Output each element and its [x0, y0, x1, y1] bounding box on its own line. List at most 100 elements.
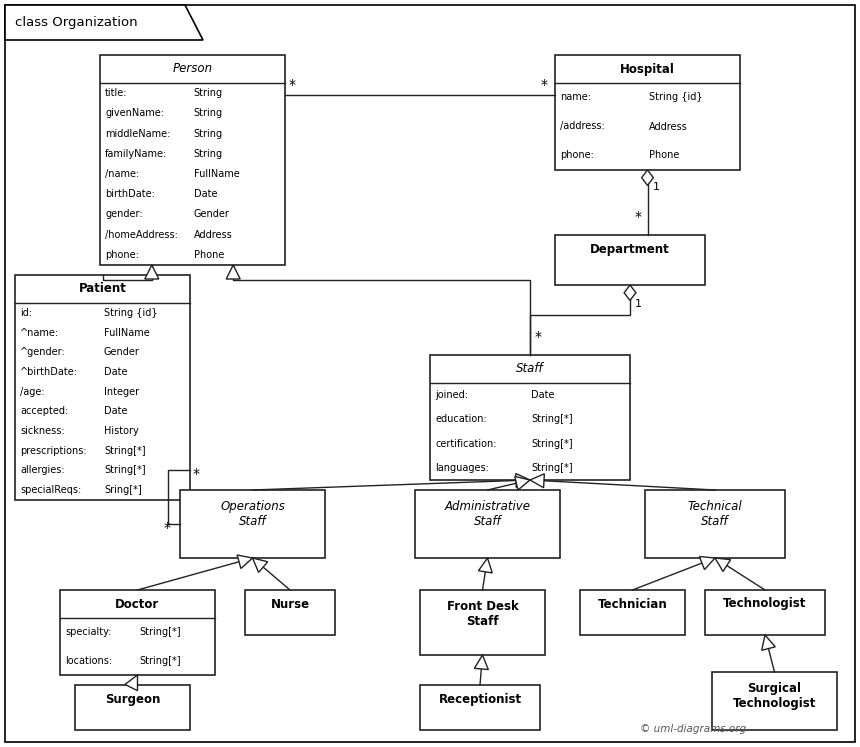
Text: Doctor: Doctor [115, 598, 160, 610]
Bar [712, 672, 837, 730]
Text: Administrative
Staff: Administrative Staff [445, 500, 531, 528]
Text: Nurse: Nurse [270, 598, 310, 610]
Text: accepted:: accepted: [20, 406, 68, 416]
Text: name:: name: [560, 93, 591, 102]
Text: languages:: languages: [435, 463, 488, 473]
Polygon shape [253, 558, 267, 572]
Bar [705, 590, 825, 635]
Text: FullName: FullName [104, 327, 150, 338]
Text: Technical
Staff: Technical Staff [688, 500, 742, 528]
Polygon shape [144, 265, 159, 279]
Text: Date: Date [104, 367, 127, 377]
Text: /name:: /name: [105, 169, 139, 179]
Text: specialReqs:: specialReqs: [20, 485, 81, 495]
Text: *: * [541, 78, 548, 92]
Text: FullName: FullName [194, 169, 240, 179]
Bar [60, 590, 215, 675]
Text: Phone: Phone [194, 250, 224, 260]
Text: *: * [535, 330, 542, 344]
Text: Receptionist: Receptionist [439, 692, 521, 705]
Text: Technician: Technician [598, 598, 667, 610]
Polygon shape [624, 285, 636, 300]
Text: String: String [194, 149, 223, 159]
Text: String[*]: String[*] [531, 438, 573, 449]
Bar [245, 590, 335, 635]
Text: *: * [635, 210, 642, 224]
Bar [100, 55, 285, 265]
Text: allergies:: allergies: [20, 465, 64, 475]
Polygon shape [226, 265, 240, 279]
Text: String[*]: String[*] [104, 446, 145, 456]
Text: id:: id: [20, 308, 32, 318]
Text: Sring[*]: Sring[*] [104, 485, 142, 495]
Bar [555, 235, 705, 285]
Text: phone:: phone: [560, 150, 594, 161]
Text: Date: Date [194, 189, 218, 199]
Text: Address: Address [194, 229, 232, 240]
Text: Surgeon: Surgeon [105, 692, 160, 705]
Bar [180, 490, 325, 558]
Bar [420, 685, 540, 730]
Text: Date: Date [531, 390, 555, 400]
Text: *: * [164, 521, 171, 535]
Polygon shape [516, 474, 530, 488]
Text: prescriptions:: prescriptions: [20, 446, 87, 456]
Polygon shape [237, 555, 253, 568]
Bar [430, 355, 630, 480]
Polygon shape [715, 558, 730, 571]
Text: Front Desk
Staff: Front Desk Staff [446, 600, 519, 628]
Text: certification:: certification: [435, 438, 496, 449]
Text: ^birthDate:: ^birthDate: [20, 367, 78, 377]
Text: Phone: Phone [648, 150, 679, 161]
Text: Patient: Patient [78, 282, 126, 296]
Text: givenName:: givenName: [105, 108, 164, 118]
Bar [15, 275, 190, 500]
Text: String: String [194, 128, 223, 138]
Text: *: * [289, 78, 296, 92]
Text: Technologist: Technologist [723, 598, 807, 610]
Text: /age:: /age: [20, 387, 45, 397]
Text: Integer: Integer [104, 387, 139, 397]
Text: *: * [193, 467, 200, 481]
Text: Gender: Gender [194, 209, 230, 220]
Polygon shape [530, 474, 544, 488]
Text: Date: Date [104, 406, 127, 416]
Text: String[*]: String[*] [139, 656, 181, 666]
Text: Person: Person [173, 63, 212, 75]
Text: ^gender:: ^gender: [20, 347, 65, 357]
Bar [555, 55, 740, 170]
Bar [580, 590, 685, 635]
Bar [75, 685, 190, 730]
Text: String[*]: String[*] [531, 463, 573, 473]
Text: middleName:: middleName: [105, 128, 170, 138]
Text: Surgical
Technologist: Surgical Technologist [733, 682, 816, 710]
Polygon shape [478, 558, 492, 573]
Polygon shape [475, 655, 488, 669]
Polygon shape [125, 675, 138, 691]
Bar [415, 490, 560, 558]
Bar [420, 590, 545, 655]
Text: joined:: joined: [435, 390, 468, 400]
Text: class Organization: class Organization [15, 16, 138, 29]
Text: String: String [194, 108, 223, 118]
Text: birthDate:: birthDate: [105, 189, 155, 199]
Text: Operations
Staff: Operations Staff [220, 500, 285, 528]
Polygon shape [5, 5, 203, 40]
Text: String[*]: String[*] [139, 627, 181, 637]
Text: String: String [194, 88, 223, 98]
Polygon shape [762, 635, 775, 651]
Text: Address: Address [648, 122, 687, 131]
Text: String[*]: String[*] [531, 415, 573, 424]
Text: specialty:: specialty: [65, 627, 112, 637]
Text: 1: 1 [635, 299, 642, 309]
Text: education:: education: [435, 415, 487, 424]
Polygon shape [642, 170, 654, 185]
Text: Department: Department [590, 243, 670, 255]
Text: gender:: gender: [105, 209, 143, 220]
Text: Staff: Staff [516, 362, 544, 376]
Text: Hospital: Hospital [620, 63, 675, 75]
Text: History: History [104, 426, 138, 436]
Text: locations:: locations: [65, 656, 112, 666]
Polygon shape [699, 557, 715, 570]
Text: phone:: phone: [105, 250, 138, 260]
